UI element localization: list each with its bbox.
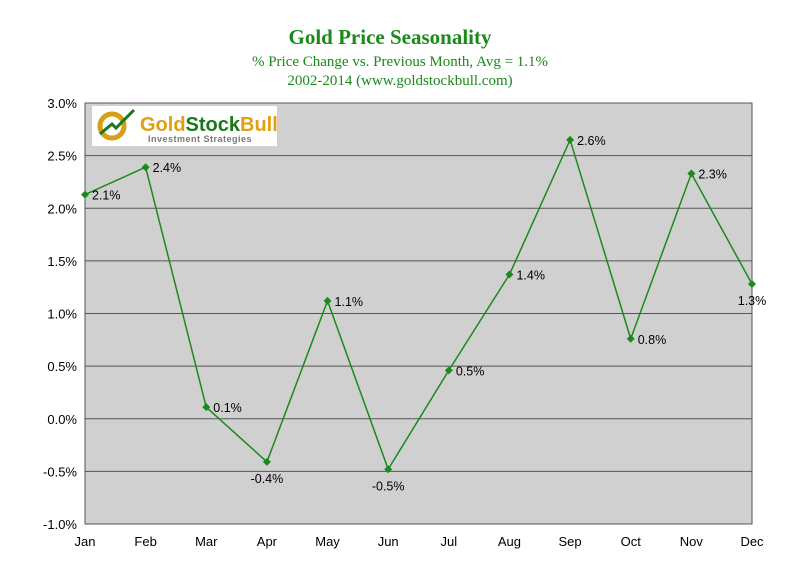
data-point (81, 190, 89, 199)
data-point (505, 270, 514, 279)
y-tick-label: 2.5% (47, 149, 77, 164)
x-tick-label: Sep (559, 534, 582, 549)
x-tick-label: Feb (134, 534, 156, 549)
data-label: 0.8% (638, 333, 667, 347)
x-tick-label: May (315, 534, 340, 549)
y-tick-label: 0.5% (47, 359, 77, 374)
x-tick-label: Oct (621, 534, 642, 549)
svg-text:Investment Strategies: Investment Strategies (148, 134, 252, 144)
y-tick-label: 1.5% (47, 254, 77, 269)
x-tick-label: Mar (195, 534, 218, 549)
x-tick-label: Apr (257, 534, 278, 549)
data-point (444, 366, 453, 375)
data-point (141, 163, 150, 172)
data-point (687, 169, 696, 178)
series-line (84, 137, 753, 471)
svg-text:GoldStockBull: GoldStockBull (140, 114, 278, 136)
data-label: 1.1% (335, 295, 364, 309)
data-label: 2.1% (92, 189, 121, 203)
y-tick-label: 3.0% (47, 96, 77, 111)
data-label: 0.5% (456, 364, 485, 378)
x-tick-label: Jun (378, 534, 399, 549)
x-tick-label: Aug (498, 534, 521, 549)
chart-subtitle: % Price Change vs. Previous Month, Avg =… (252, 54, 548, 70)
chart-title: Gold Price Seasonality (289, 25, 492, 49)
data-point (384, 465, 393, 474)
y-tick-label: -1.0% (43, 517, 77, 532)
data-point (566, 135, 575, 144)
data-label: 1.4% (516, 269, 545, 283)
x-tick-label: Nov (680, 534, 704, 549)
data-label: 1.3% (738, 294, 767, 308)
data-label: 2.6% (577, 134, 606, 148)
x-tick-label: Jul (441, 534, 458, 549)
data-label: -0.5% (372, 479, 405, 493)
y-tick-label: 2.0% (47, 201, 77, 216)
x-tick-label: Jan (75, 534, 96, 549)
y-tick-label: 0.0% (47, 412, 77, 427)
chart-subtitle-years: 2002-2014 (www.goldstockbull.com) (287, 73, 512, 89)
data-point (626, 334, 635, 343)
y-tick-label: -0.5% (43, 464, 77, 479)
x-tick-label: Dec (740, 534, 764, 549)
data-point (748, 280, 756, 289)
goldstockbull-logo: GoldStockBull Investment Strategies (92, 106, 278, 146)
data-point (323, 296, 332, 305)
data-point (202, 403, 211, 412)
y-tick-label: 1.0% (47, 307, 77, 322)
data-label: 2.4% (153, 161, 182, 175)
data-label: 0.1% (213, 401, 242, 415)
data-label: 2.3% (698, 168, 727, 182)
data-label: -0.4% (251, 472, 284, 486)
data-point (262, 457, 271, 466)
